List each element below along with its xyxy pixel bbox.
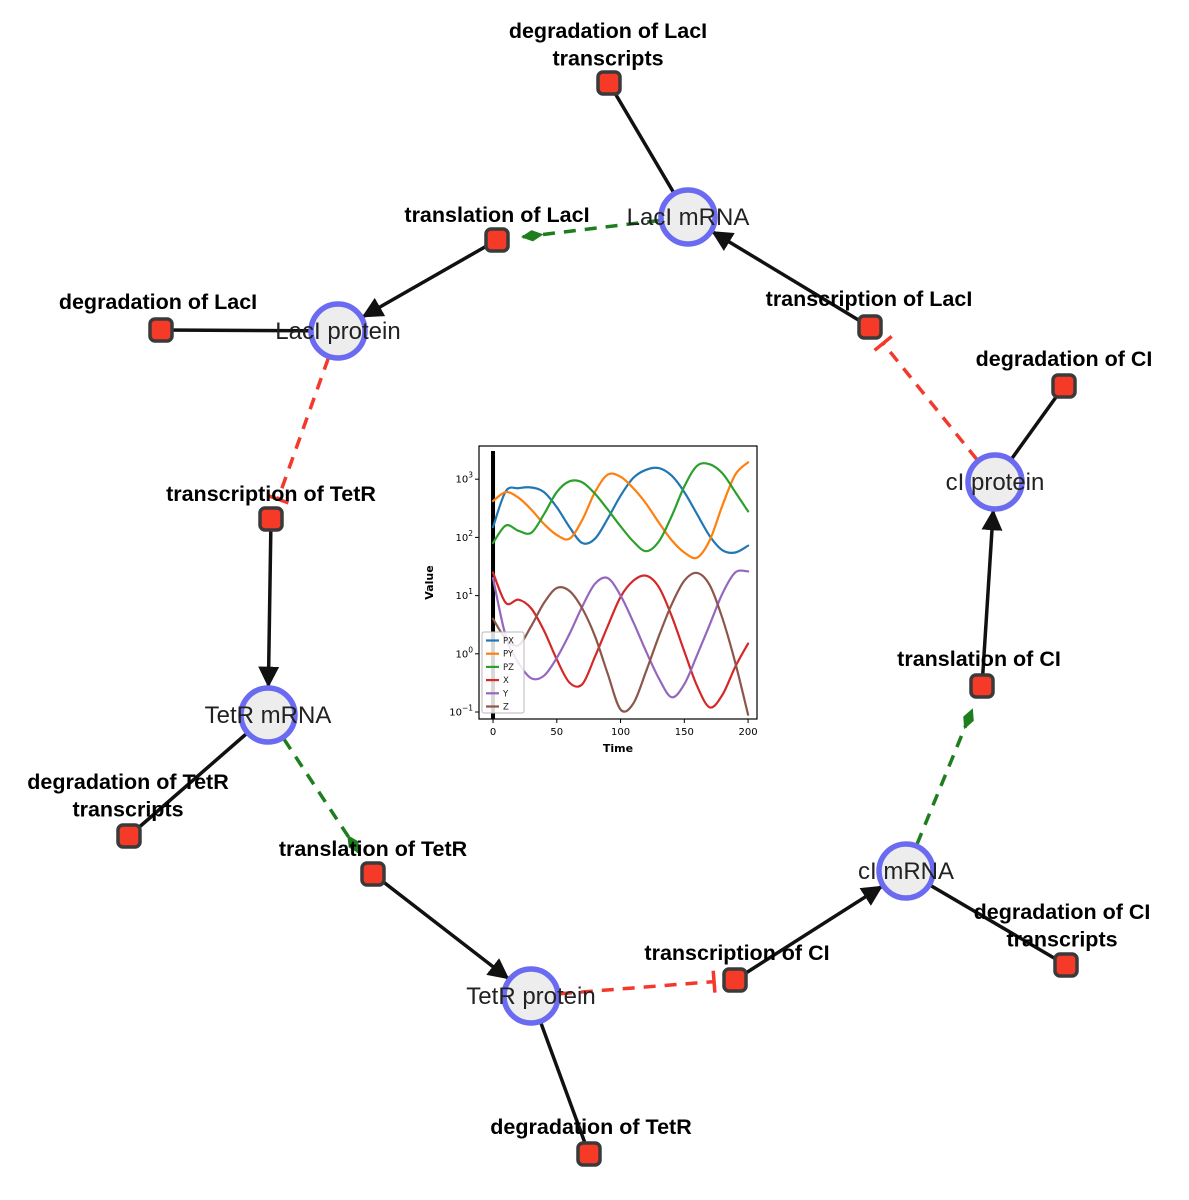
species-label-tetr-mrna: TetR mRNA (205, 702, 332, 729)
legend-label: PZ (503, 663, 514, 673)
reaction-node-degradation-ci[interactable] (1051, 373, 1077, 399)
plot-series-Y (491, 569, 750, 699)
reaction-label-degradation-tetr-transcripts: degradation of TetR (27, 770, 229, 794)
edges-layer (127, 82, 1067, 1155)
species-label-ci-protein: cI protein (946, 469, 1045, 496)
y-tick-label: 102 (455, 529, 473, 544)
edge-laci-mrna-translation-laci (520, 218, 660, 242)
species-label-tetr-protein: TetR protein (466, 983, 595, 1010)
species-node-ci-protein[interactable] (965, 452, 1025, 512)
edge-laci-protein-transcription-tetr (267, 357, 330, 505)
reaction-node-transcription-tetr[interactable] (258, 506, 284, 532)
x-tick-label: 100 (611, 727, 630, 738)
reaction-node-degradation-tetr[interactable] (576, 1141, 602, 1167)
edge-transcription-laci-laci-mrna (711, 230, 861, 323)
legend-label: PY (503, 650, 514, 660)
plot-series-Z (491, 571, 750, 716)
edge-laci-protein-degradation-laci (160, 328, 310, 333)
reaction-node-translation-ci[interactable] (969, 673, 995, 699)
plot-curves (491, 461, 750, 716)
y-tick-label: 100 (455, 645, 473, 660)
reaction-node-degradation-tetr-transcripts[interactable] (116, 823, 142, 849)
edge-tetr-protein-degradation-tetr (539, 1022, 591, 1155)
edge-ci-protein-transcription-laci (873, 335, 979, 461)
species-node-laci-mrna[interactable] (658, 187, 718, 247)
legend-item-Y: Y (486, 689, 509, 699)
species-node-ci-mrna[interactable] (876, 841, 936, 901)
legend-item-X: X (486, 676, 509, 686)
y-tick-label: 10−1 (449, 704, 473, 719)
inhibition-tbar (873, 335, 893, 352)
edge-translation-tetr-tetr-protein (381, 879, 510, 980)
reaction-label-translation-tetr: translation of TetR (279, 837, 468, 861)
reaction-label-translation-ci: translation of CI (897, 647, 1061, 671)
reaction-label-transcription-ci: transcription of CI (644, 941, 829, 965)
plot-legend: PX PY PZ XYZ (481, 631, 525, 714)
edge-transcription-tetr-tetr-mrna (258, 530, 280, 688)
edge-laci-mrna-degradation-laci-transcripts (607, 82, 675, 193)
reaction-label-transcription-laci: transcription of LacI (766, 287, 973, 311)
x-tick-label: 0 (490, 727, 496, 738)
reaction-label-degradation-ci-transcripts: transcripts (1006, 928, 1117, 952)
y-axis-title: Value (423, 565, 436, 599)
legend-item-Z: Z (486, 703, 509, 713)
reaction-label-degradation-laci-transcripts: degradation of LacI (509, 19, 707, 43)
legend-item-PY: PY (486, 650, 514, 660)
y-tick-label: 101 (455, 587, 473, 602)
plot-series-PX (491, 466, 750, 554)
reaction-label-degradation-ci: degradation of CI (976, 347, 1153, 371)
reaction-node-transcription-laci[interactable] (857, 314, 883, 340)
edge-translation-laci-laci-protein (361, 244, 488, 319)
edge-transcription-ci-ci-mrna (744, 885, 883, 975)
edge-tetr-protein-transcription-ci (559, 970, 717, 996)
reaction-label-transcription-tetr: transcription of TetR (166, 482, 376, 506)
labels-layer: LacI mRNA LacI protein TetR mRNA TetR prote… (27, 19, 1152, 1139)
legend-item-PZ: PZ (486, 663, 514, 673)
inhibition-tbar (267, 493, 289, 505)
x-tick-label: 150 (675, 727, 694, 738)
reaction-label-degradation-ci-transcripts: degradation of CI (974, 900, 1151, 924)
species-label-laci-protein: LacI protein (275, 318, 400, 345)
x-axis-title: Time (603, 742, 633, 755)
y-tick-label: 103 (455, 471, 473, 486)
species-node-tetr-protein[interactable] (501, 966, 561, 1026)
inhibition-tbar (711, 970, 717, 993)
reaction-label-degradation-laci-transcripts: transcripts (552, 47, 663, 71)
edge-tetr-mrna-degradation-tetr-transcripts (127, 732, 248, 838)
reaction-node-degradation-laci[interactable] (148, 317, 174, 343)
nodes-layer (116, 70, 1079, 1167)
legend-label: Y (502, 689, 509, 699)
edge-translation-ci-ci-protein (981, 509, 1003, 675)
reaction-node-translation-tetr[interactable] (360, 861, 386, 887)
reaction-label-degradation-tetr: degradation of TetR (490, 1115, 692, 1139)
reaction-node-degradation-laci-transcripts[interactable] (596, 70, 622, 96)
time-series-plot: 0 50 100 150 20010310210110010−1TimeValuePXP… (423, 445, 758, 755)
x-tick-label: 50 (550, 727, 563, 738)
reaction-node-translation-laci[interactable] (484, 227, 510, 253)
legend-label: X (503, 676, 509, 686)
species-node-tetr-mrna[interactable] (238, 685, 298, 745)
reaction-node-transcription-ci[interactable] (722, 967, 748, 993)
species-node-laci-protein[interactable] (308, 301, 368, 361)
plot-series-PY (491, 461, 750, 560)
reaction-label-degradation-laci: degradation of LacI (59, 290, 257, 314)
x-tick-label: 200 (739, 727, 758, 738)
reaction-label-translation-laci: translation of LacI (404, 203, 589, 227)
edge-ci-mrna-degradation-ci-transcripts (930, 884, 1067, 967)
legend-label: Z (503, 703, 509, 713)
legend-label: PX (503, 637, 514, 647)
reaction-label-degradation-tetr-transcripts: transcripts (72, 798, 183, 822)
species-label-ci-mrna: cI mRNA (858, 858, 954, 885)
reaction-node-degradation-ci-transcripts[interactable] (1053, 952, 1079, 978)
plot-series-PZ (491, 462, 750, 553)
edge-tetr-mrna-translation-tetr (282, 738, 361, 854)
species-label-laci-mrna: LacI mRNA (627, 204, 750, 231)
edge-ci-mrna-translation-ci (915, 708, 974, 845)
legend-item-PX: PX (486, 637, 514, 647)
